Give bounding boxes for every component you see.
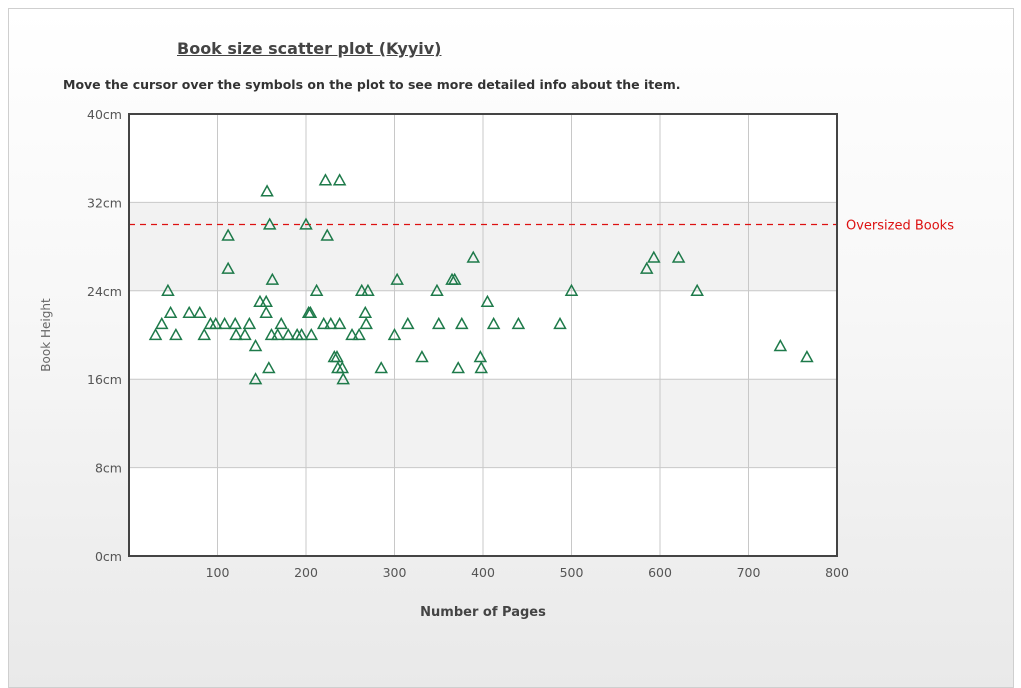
- x-tick-label: 500: [560, 565, 584, 580]
- data-point[interactable]: [454, 316, 469, 330]
- data-point[interactable]: [336, 372, 350, 385]
- data-point[interactable]: [431, 316, 446, 330]
- data-point[interactable]: [248, 372, 263, 385]
- data-point[interactable]: [647, 250, 661, 263]
- data-point[interactable]: [345, 327, 359, 341]
- x-axis-ticks: 100 200 300 400 500 600 700 800: [206, 565, 849, 580]
- data-point[interactable]: [671, 250, 686, 263]
- chart-title: Book size scatter plot (Kyyiv): [177, 39, 442, 58]
- plot-frame: [128, 113, 838, 557]
- data-point[interactable]: [430, 283, 444, 296]
- data-point[interactable]: [387, 327, 402, 341]
- data-point[interactable]: [374, 361, 388, 374]
- data-point[interactable]: [221, 261, 235, 274]
- data-point[interactable]: [154, 316, 169, 330]
- data-point[interactable]: [208, 316, 223, 330]
- data-point[interactable]: [281, 327, 296, 341]
- y-tick-label: 8cm: [95, 461, 122, 476]
- data-point[interactable]: [169, 327, 183, 341]
- x-tick-label: 100: [206, 565, 230, 580]
- y-tick-label: 16cm: [87, 372, 122, 387]
- data-point[interactable]: [480, 294, 495, 307]
- y-tick-label: 32cm: [87, 195, 122, 210]
- data-point[interactable]: [318, 173, 333, 186]
- data-point[interactable]: [324, 316, 338, 330]
- data-point[interactable]: [415, 350, 429, 363]
- data-point[interactable]: [800, 350, 814, 363]
- data-point[interactable]: [265, 272, 280, 285]
- data-point[interactable]: [193, 305, 207, 319]
- x-tick-label: 600: [648, 565, 672, 580]
- data-point[interactable]: [197, 327, 211, 341]
- data-point[interactable]: [564, 283, 579, 296]
- data-point[interactable]: [238, 327, 252, 341]
- y-tick-label: 24cm: [87, 284, 122, 299]
- data-point[interactable]: [332, 316, 347, 330]
- data-point[interactable]: [259, 305, 273, 319]
- data-points[interactable]: [148, 173, 814, 385]
- data-point[interactable]: [401, 316, 415, 330]
- chart-subtitle: Move the cursor over the symbols on the …: [63, 77, 681, 92]
- data-point[interactable]: [451, 361, 465, 374]
- data-point[interactable]: [262, 361, 276, 374]
- oversized-reference-label: Oversized Books: [846, 219, 954, 234]
- data-point[interactable]: [511, 316, 526, 330]
- grid-lines: [129, 114, 837, 556]
- data-point[interactable]: [163, 305, 178, 319]
- data-point[interactable]: [182, 305, 196, 319]
- data-point[interactable]: [309, 283, 324, 296]
- data-point[interactable]: [474, 361, 489, 374]
- data-point[interactable]: [148, 327, 163, 341]
- data-point[interactable]: [447, 272, 462, 285]
- data-point[interactable]: [335, 361, 350, 374]
- data-point[interactable]: [390, 272, 404, 285]
- data-point[interactable]: [553, 316, 567, 330]
- data-point[interactable]: [262, 217, 277, 230]
- data-point[interactable]: [359, 316, 373, 330]
- data-point[interactable]: [466, 250, 481, 263]
- data-point[interactable]: [690, 283, 704, 296]
- data-point[interactable]: [639, 261, 654, 274]
- data-point[interactable]: [228, 316, 242, 330]
- oversized-reference: Oversized Books: [129, 219, 954, 234]
- data-point[interactable]: [358, 305, 373, 319]
- x-tick-label: 300: [383, 565, 407, 580]
- data-point[interactable]: [260, 184, 274, 197]
- data-point[interactable]: [352, 327, 366, 341]
- x-tick-label: 700: [737, 565, 761, 580]
- data-point[interactable]: [320, 228, 335, 241]
- data-point[interactable]: [294, 327, 309, 341]
- x-axis-title: Number of Pages: [420, 605, 546, 620]
- data-point[interactable]: [299, 217, 313, 230]
- y-tick-label: 40cm: [87, 107, 122, 122]
- y-axis-title: Book Height: [39, 298, 53, 372]
- data-point[interactable]: [361, 283, 375, 296]
- data-point[interactable]: [773, 339, 788, 352]
- x-tick-label: 200: [294, 565, 318, 580]
- y-axis-ticks: 0cm 8cm 16cm 24cm 32cm 40cm: [87, 107, 122, 564]
- data-point[interactable]: [332, 173, 347, 186]
- data-point[interactable]: [217, 316, 232, 330]
- data-point[interactable]: [303, 305, 318, 319]
- data-point[interactable]: [473, 350, 488, 363]
- data-point[interactable]: [229, 327, 243, 341]
- data-point[interactable]: [486, 316, 501, 330]
- data-point[interactable]: [248, 339, 263, 352]
- data-point[interactable]: [316, 316, 331, 330]
- x-tick-label: 400: [471, 565, 495, 580]
- data-point[interactable]: [270, 327, 285, 341]
- data-point[interactable]: [242, 316, 257, 330]
- data-point[interactable]: [221, 228, 235, 241]
- y-tick-label: 0cm: [95, 549, 122, 564]
- x-tick-label: 800: [825, 565, 849, 580]
- data-point[interactable]: [304, 327, 319, 341]
- data-point[interactable]: [330, 350, 344, 363]
- data-point[interactable]: [161, 283, 175, 296]
- data-point[interactable]: [274, 316, 288, 330]
